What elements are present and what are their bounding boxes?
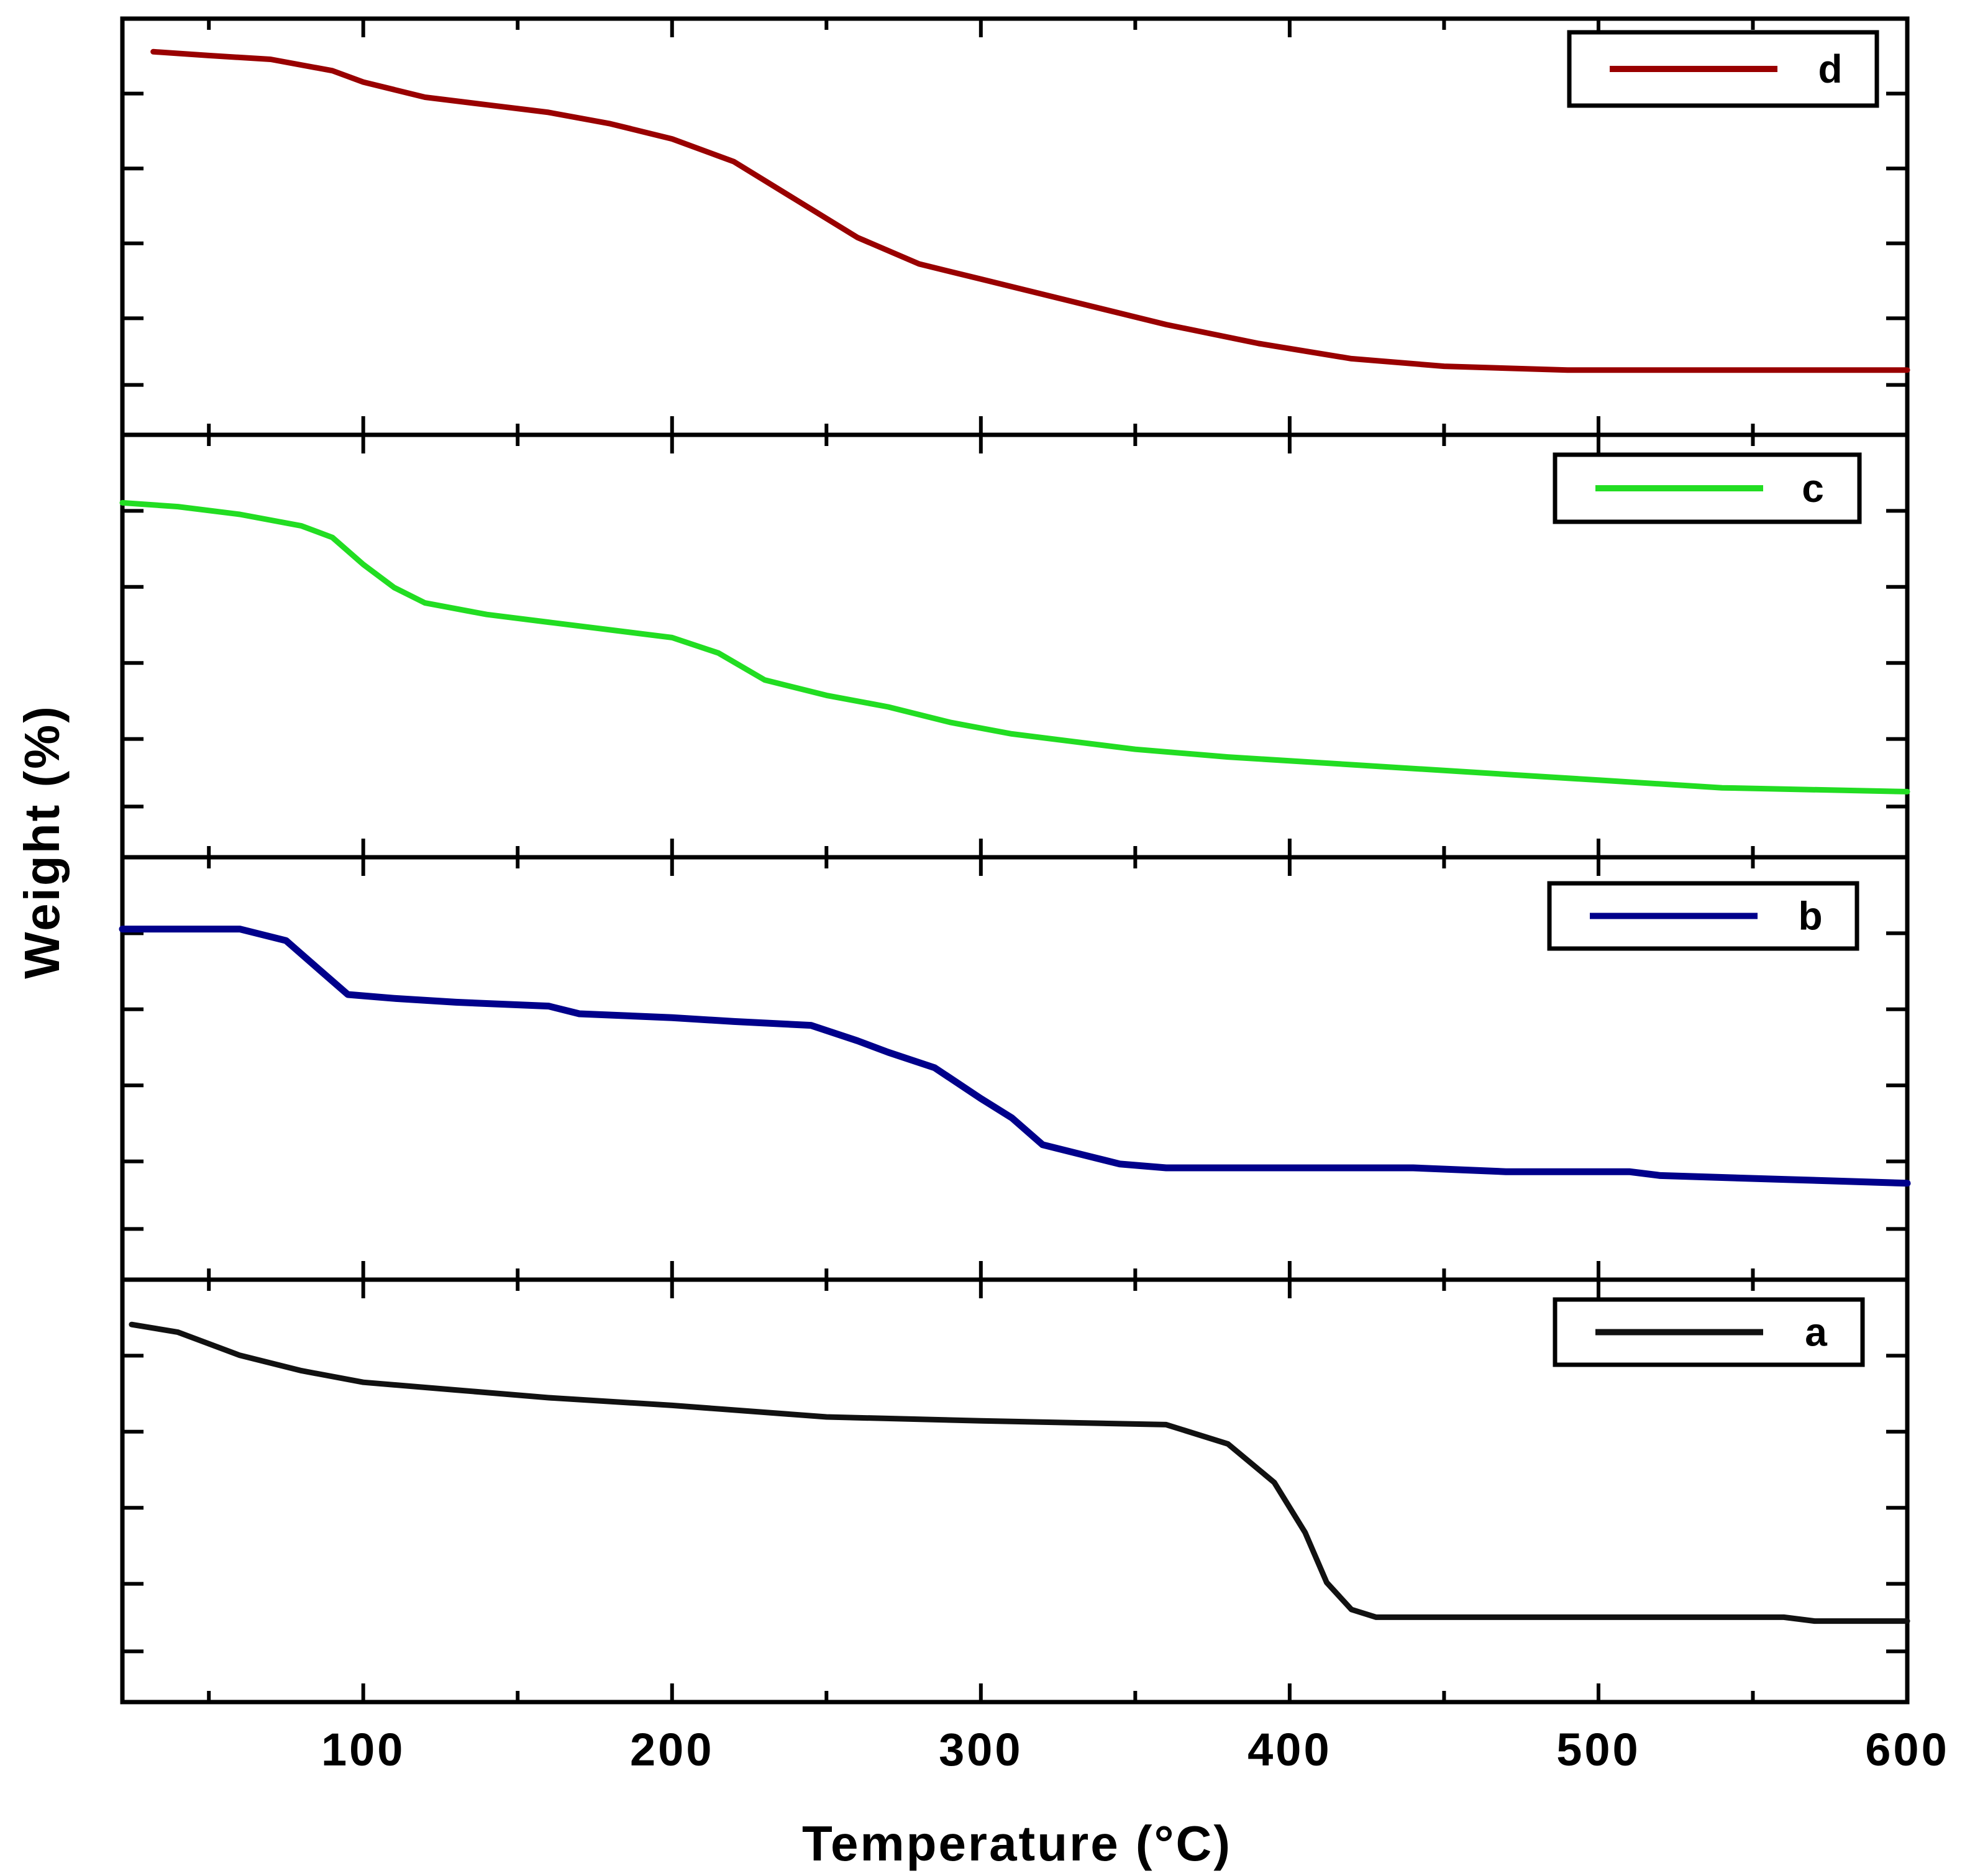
legend-d: d	[1567, 30, 1879, 108]
y-axis-title: Weight (%)	[14, 704, 70, 979]
legend-label: d	[1818, 47, 1842, 91]
x-tick-label: 300	[939, 1724, 1023, 1775]
legend-b: b	[1547, 881, 1859, 951]
x-tick-label: 400	[1247, 1724, 1331, 1775]
series-line-a	[129, 1321, 1910, 1624]
legend-label: a	[1805, 1310, 1827, 1355]
x-axis-title: Temperature (°C)	[802, 1816, 1232, 1871]
x-tick-label: 600	[1865, 1724, 1949, 1775]
series-line-d	[150, 48, 1910, 373]
legend-label: c	[1802, 466, 1824, 511]
legend-c: c	[1553, 452, 1862, 524]
panel-b: b	[119, 855, 1911, 1282]
series-line-c	[119, 499, 1910, 795]
panel-frame	[120, 1277, 1910, 1705]
legend-label: b	[1798, 894, 1822, 939]
x-tick-label: 500	[1556, 1724, 1640, 1775]
panel-d: d	[120, 16, 1910, 437]
series-line-b	[119, 926, 1911, 1187]
panel-a: a	[120, 1277, 1910, 1705]
legend-a: a	[1553, 1297, 1865, 1367]
x-tick-label: 200	[630, 1724, 714, 1775]
x-tick-label: 100	[321, 1724, 405, 1775]
panel-c: c	[119, 432, 1910, 860]
